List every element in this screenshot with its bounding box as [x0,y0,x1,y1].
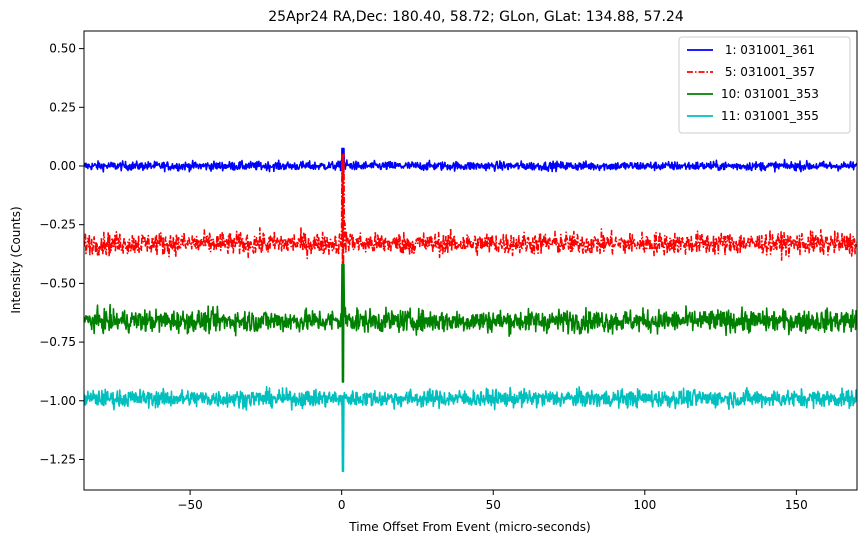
x-tick-label: 150 [785,498,808,512]
y-tick-label: 0.50 [49,42,76,56]
y-tick-label: −1.25 [39,452,76,466]
legend-label: 10: 031001_353 [721,87,819,101]
x-tick-label: 50 [486,498,501,512]
plot-area-frame [83,30,858,491]
x-axis: −50 0 50 100 150 [177,490,808,512]
x-tick-label: 100 [633,498,656,512]
series-line [84,385,857,473]
y-tick-label: −0.50 [39,276,76,290]
y-tick-label: −1.00 [39,394,76,408]
legend-label: 1: 031001_361 [721,43,815,57]
legend-box [678,36,851,134]
x-tick-label: 0 [338,498,346,512]
series-line [84,263,857,383]
x-tick-label: −50 [177,498,202,512]
legend: 1: 031001_361 5: 031001_357 10: 031001_35… [678,36,851,134]
legend-label: 5: 031001_357 [721,65,815,79]
y-tick-label: −0.75 [39,335,76,349]
y-tick-label: −0.25 [39,218,76,232]
y-tick-label: 0.00 [49,159,76,173]
chart-title: 25Apr24 RA,Dec: 180.40, 58.72; GLon, GLa… [268,9,684,25]
y-tick-label: 0.25 [49,100,76,114]
y-axis: 0.50 0.25 0.00 −0.25 −0.50 −0.75 −1.00 −1.25 [39,42,84,466]
series-group [84,147,857,473]
legend-label: 11: 031001_355 [721,109,819,123]
y-axis-label: Intensity (Counts) [9,206,23,313]
x-axis-label: Time Offset From Event (micro-seconds) [348,520,590,534]
series-line [84,147,857,179]
series-line [84,153,857,273]
